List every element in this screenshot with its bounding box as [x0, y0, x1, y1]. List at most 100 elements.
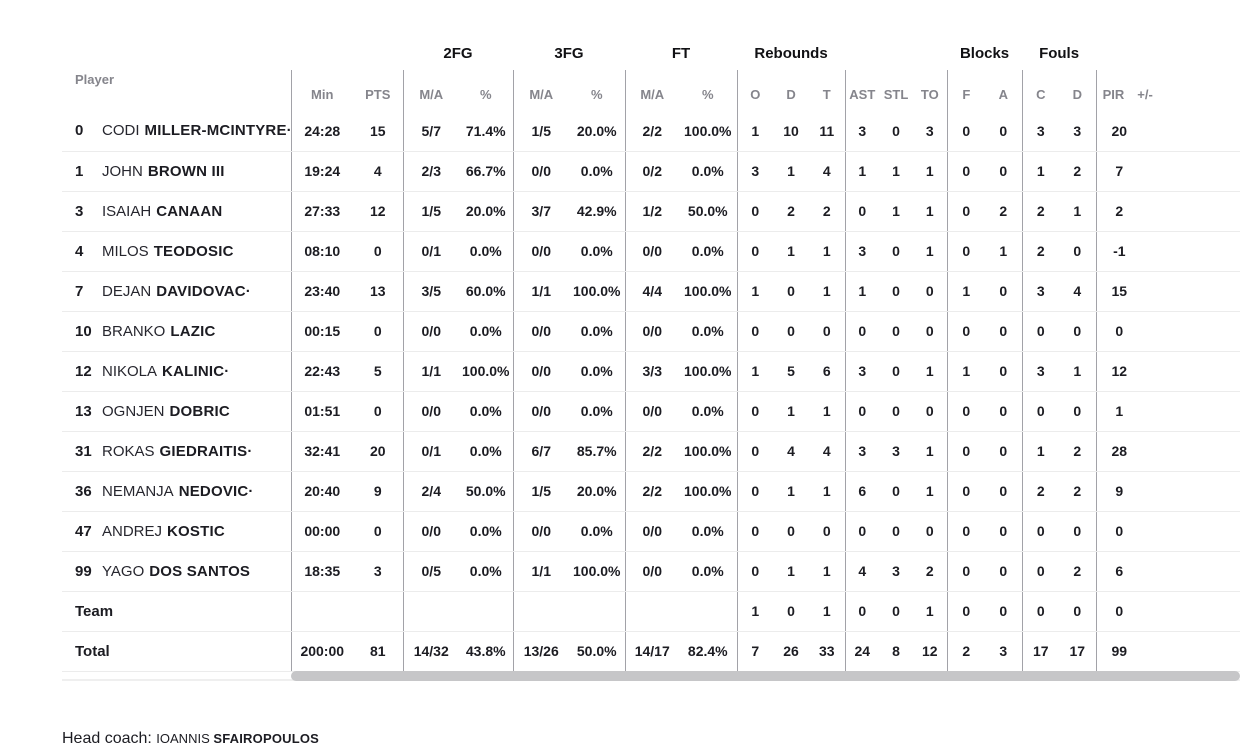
player-cell[interactable]: 0 CODI MILLER-MCINTYRE· — [62, 111, 292, 152]
cell-3fg-pct: 42.9% — [569, 191, 625, 232]
cell-ft-pct — [679, 591, 738, 632]
cell-reb-d: 1 — [773, 231, 810, 272]
cell-stl: 0 — [879, 111, 914, 152]
player-cell[interactable]: 3 ISAIAH CANAAN — [62, 191, 291, 232]
cell-foul-c: 2 — [1021, 471, 1060, 512]
player-cell[interactable]: 10 BRANKO LAZIC — [62, 311, 291, 352]
cell-3fg-ma: 0/0 — [512, 351, 569, 392]
col-header-stl: STL — [883, 87, 909, 102]
player-number: 7 — [75, 282, 84, 300]
cell-foul-d: 2 — [1059, 151, 1097, 192]
cell-2fg-pct — [459, 591, 513, 632]
cell-stl: 1 — [879, 151, 914, 192]
cell-pir: 12 — [1095, 351, 1143, 392]
cell-pir: -1 — [1095, 231, 1143, 272]
cell-ft-ma: 2/2 — [624, 431, 679, 472]
cell-blk-f: 1 — [946, 271, 986, 312]
total-row: Total 200:00 81 14/32 43.8% 13/26 50.0% … — [62, 631, 1241, 672]
cell-ft-pct: 82.4% — [679, 631, 738, 672]
cell-ft-ma: 1/2 — [624, 191, 679, 232]
cell-ft-pct: 100.0% — [679, 471, 738, 512]
cell-ft-pct: 0.0% — [679, 151, 738, 192]
cell-to: 1 — [913, 231, 948, 272]
player-cell[interactable]: 36 NEMANJA NEDOVIC· — [62, 471, 291, 512]
cell-2fg-pct: 100.0% — [459, 351, 513, 392]
scrollbar-thumb[interactable] — [291, 670, 1240, 681]
cell-to: 1 — [913, 151, 948, 192]
cell-ft-pct: 0.0% — [679, 231, 738, 272]
player-cell[interactable]: 13 OGNJEN DOBRIC — [62, 391, 291, 432]
cell-foul-c: 3 — [1021, 351, 1060, 392]
cell-blk-a: 0 — [985, 271, 1023, 312]
cell-3fg-pct: 100.0% — [569, 551, 625, 592]
cell-3fg-ma: 6/7 — [512, 431, 569, 472]
cell-3fg-ma: 0/0 — [512, 391, 569, 432]
cell-2fg-ma: 0/0 — [402, 511, 459, 552]
cell-3fg-pct: 85.7% — [569, 431, 625, 472]
player-first-name: ROKAS — [102, 442, 155, 460]
cell-stl: 3 — [879, 551, 914, 592]
player-cell[interactable]: 99 YAGO DOS SANTOS — [62, 551, 291, 592]
cell-ft-ma: 0/0 — [624, 551, 679, 592]
group-header-spacer — [1096, 45, 1240, 70]
player-first-name: NIKOLA — [102, 362, 158, 380]
player-cell[interactable]: 31 ROKAS GIEDRAITIS· — [62, 431, 291, 472]
cell-reb-t: 33 — [809, 631, 846, 672]
table-row: 47 ANDREJ KOSTIC 00:00 0 0/0 0.0% 0/0 0.0%… — [62, 511, 1241, 552]
head-coach-last-name: SFAIROPOULOS — [213, 730, 320, 746]
player-cell[interactable]: 4 MILOS TEODOSIC — [62, 231, 291, 272]
player-first-name: NEMANJA — [102, 482, 174, 500]
cell-foul-d: 1 — [1059, 351, 1097, 392]
cell-3fg-pct: 20.0% — [569, 111, 625, 152]
cell-pts — [353, 591, 403, 632]
cell-2fg-pct: 43.8% — [459, 631, 513, 672]
group-header-rebounds: Rebounds — [754, 45, 828, 62]
player-number: 0 — [75, 122, 84, 140]
cell-ast: 3 — [844, 351, 880, 392]
cell-min: 01:51 — [290, 391, 353, 432]
cell-to: 1 — [913, 191, 948, 232]
player-cell[interactable]: 12 NIKOLA KALINIC· — [62, 351, 291, 392]
table-row: 13 OGNJEN DOBRIC 01:51 0 0/0 0.0% 0/0 0.0%… — [62, 391, 1241, 432]
cell-2fg-pct: 0.0% — [459, 511, 513, 552]
cell-stl: 0 — [879, 271, 914, 312]
cell-min: 08:10 — [290, 231, 353, 272]
cell-ft-pct: 0.0% — [679, 551, 738, 592]
cell-plus-minus — [1142, 111, 1241, 152]
cell-reb-o: 0 — [736, 431, 774, 472]
cell-stl: 0 — [879, 231, 914, 272]
cell-pir: 20 — [1095, 111, 1143, 152]
cell-3fg-ma: 13/26 — [512, 631, 569, 672]
cell-3fg-pct: 0.0% — [569, 231, 625, 272]
group-header-ft: FT — [671, 45, 691, 62]
cell-3fg-pct: 0.0% — [569, 311, 625, 352]
cell-plus-minus — [1142, 151, 1241, 192]
cell-to: 12 — [913, 631, 948, 672]
cell-ft-ma: 2/2 — [624, 111, 679, 152]
cell-reb-o: 1 — [736, 271, 774, 312]
col-header-foul-c: C — [1021, 70, 1060, 111]
player-cell[interactable]: 7 DEJAN DAVIDOVAC· — [62, 271, 291, 312]
cell-pts: 0 — [353, 231, 403, 272]
cell-ast: 0 — [844, 391, 880, 432]
cell-reb-d: 0 — [773, 591, 810, 632]
player-cell[interactable]: 47 ANDREJ KOSTIC — [62, 511, 291, 552]
cell-2fg-ma: 1/5 — [402, 191, 459, 232]
cell-foul-c: 3 — [1021, 271, 1060, 312]
cell-ft-ma: 0/0 — [624, 391, 679, 432]
cell-pir: 6 — [1095, 551, 1143, 592]
player-last-name: KOSTIC — [167, 522, 225, 540]
cell-2fg-pct: 50.0% — [459, 471, 513, 512]
cell-ast: 0 — [844, 591, 880, 632]
cell-2fg-ma: 1/1 — [402, 351, 459, 392]
cell-blk-a: 1 — [985, 231, 1023, 272]
cell-foul-c: 0 — [1021, 551, 1060, 592]
cell-foul-c: 0 — [1021, 311, 1060, 352]
cell-reb-o: 0 — [736, 191, 774, 232]
player-cell[interactable]: 1 JOHN BROWN III — [62, 151, 291, 192]
cell-stl: 0 — [879, 311, 914, 352]
cell-3fg-pct: 0.0% — [569, 351, 625, 392]
cell-ft-ma: 0/0 — [624, 311, 679, 352]
cell-reb-t: 1 — [809, 271, 846, 312]
cell-foul-c: 1 — [1021, 151, 1060, 192]
